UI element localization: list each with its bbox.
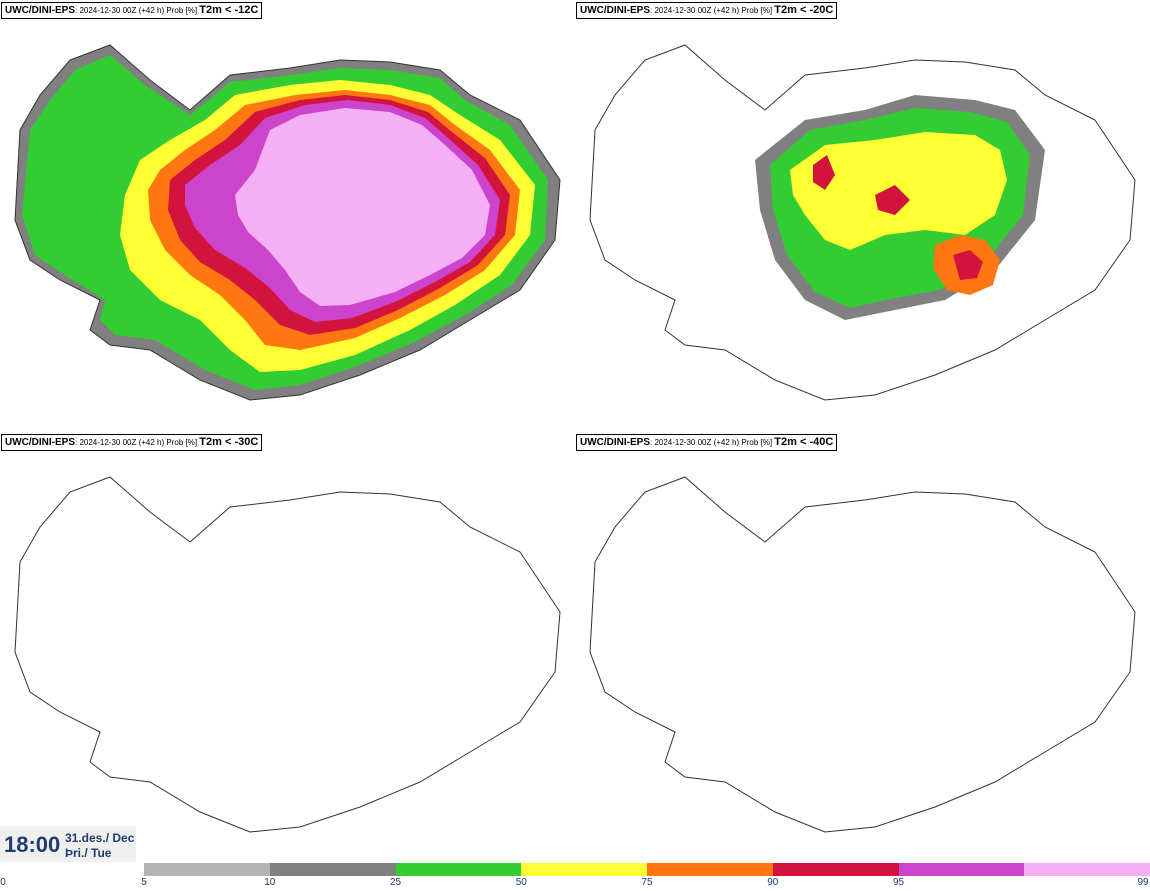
legend-tick-label: 50: [515, 877, 527, 888]
legend-swatch: [521, 863, 647, 876]
panel-run: : 2024-12-30 00Z (+42 h) Prob [%]: [75, 6, 200, 15]
iceland-coastline: [589, 44, 1136, 401]
panel-source: UWC/DINI-EPS: [5, 5, 75, 16]
valid-time-box: 18:00 31.des./ Dec Þri./ Tue: [0, 826, 136, 862]
map-panel-t2m-lt-minus30: UWC/DINI-EPS: 2024-12-30 00Z (+42 h) Pro…: [0, 432, 575, 864]
map-panel-t2m-lt-minus20: UWC/DINI-EPS: 2024-12-30 00Z (+42 h) Pro…: [575, 0, 1150, 432]
legend-swatch: [1024, 863, 1150, 876]
panel-run: : 2024-12-30 00Z (+42 h) Prob [%]: [650, 6, 775, 15]
panel-title: UWC/DINI-EPS: 2024-12-30 00Z (+42 h) Pro…: [1, 434, 263, 451]
legend-swatch: [898, 863, 1025, 876]
valid-date-line2: Þri./ Tue: [65, 846, 112, 860]
prob-crimson-c: [875, 185, 910, 215]
panel-title: UWC/DINI-EPS: 2024-12-30 00Z (+42 h) Pro…: [576, 434, 838, 451]
legend-swatch: [772, 863, 899, 876]
panel-variable: T2m < -30C: [199, 436, 259, 448]
panel-variable: T2m < -12C: [199, 4, 259, 16]
iceland-map-minus12: [14, 44, 561, 401]
map-panel-t2m-lt-minus12: UWC/DINI-EPS: 2024-12-30 00Z (+42 h) Pro…: [0, 0, 575, 432]
iceland-map-minus40: [589, 476, 1136, 833]
valid-date-line1: 31.des./ Dec: [65, 831, 135, 845]
iceland-map-minus20: [589, 44, 1136, 401]
iceland-coastline: [14, 476, 561, 833]
panel-title: UWC/DINI-EPS: 2024-12-30 00Z (+42 h) Pro…: [576, 2, 838, 19]
legend-swatch: [395, 863, 522, 876]
iceland-coastline: [589, 476, 1136, 833]
legend-tick-label: 95: [892, 877, 905, 888]
panel-run: : 2024-12-30 00Z (+42 h) Prob [%]: [75, 438, 200, 447]
panel-source: UWC/DINI-EPS: [5, 437, 75, 448]
legend-tick-label: 75: [641, 877, 653, 888]
legend-tick-label: 10: [264, 877, 276, 888]
legend-tick-label: 99: [1137, 877, 1149, 888]
iceland-map-minus30: [14, 476, 561, 833]
probability-legend-bar: [144, 863, 1150, 876]
valid-time: 18:00: [4, 832, 61, 857]
valid-date: 31.des./ Dec Þri./ Tue: [65, 831, 134, 861]
legend-swatch: [144, 863, 270, 876]
panel-variable: T2m < -40C: [774, 436, 834, 448]
legend-tick-label: 0: [0, 877, 6, 888]
iceland-coastline: [14, 44, 561, 401]
panel-variable: T2m < -20C: [774, 4, 834, 16]
prob-crimson-a: [953, 250, 983, 280]
prob-pink: [235, 108, 490, 306]
probability-legend-ticks: 0 5 10 25 50 75 90 95 99: [0, 877, 1150, 891]
panel-run: : 2024-12-30 00Z (+42 h) Prob [%]: [650, 438, 775, 447]
legend-tick-label: 5: [141, 877, 147, 888]
legend-swatch: [647, 863, 773, 876]
legend-tick-label: 90: [767, 877, 779, 888]
prob-crimson-b: [813, 155, 835, 190]
panel-title: UWC/DINI-EPS: 2024-12-30 00Z (+42 h) Pro…: [1, 2, 263, 19]
legend-tick-label: 25: [389, 877, 402, 888]
panel-source: UWC/DINI-EPS: [580, 437, 650, 448]
map-panel-t2m-lt-minus40: UWC/DINI-EPS: 2024-12-30 00Z (+42 h) Pro…: [575, 432, 1150, 864]
legend-swatch: [269, 863, 396, 876]
panel-source: UWC/DINI-EPS: [580, 5, 650, 16]
